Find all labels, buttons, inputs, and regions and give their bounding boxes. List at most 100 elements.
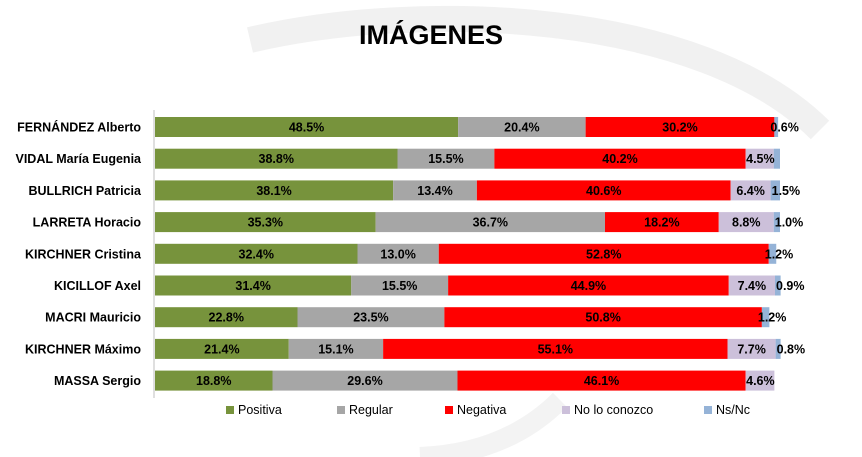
data-label: 32.4% (239, 247, 274, 261)
data-label: 55.1% (538, 342, 573, 356)
data-label: 18.2% (644, 216, 679, 230)
legend-entry: No lo conozco (574, 403, 653, 417)
chart-title: IMÁGENES (358, 20, 504, 50)
data-label: 1.0% (775, 216, 804, 230)
bar-segment-ns-nc (774, 117, 779, 137)
data-label: 20.4% (504, 121, 539, 135)
bar-segment-negativa (494, 148, 746, 169)
category-label: VIDAL María Eugenia (16, 152, 143, 166)
data-label: 1.2% (758, 311, 787, 325)
legend-entry: Ns/Nc (716, 403, 750, 417)
bar-segment-ns-nc (775, 338, 781, 359)
data-label: 48.5% (289, 121, 324, 135)
category-label: MACRI Mauricio (45, 311, 141, 325)
legend-swatch (337, 406, 345, 414)
category-label: BULLRICH Patricia (28, 184, 142, 198)
bar-segment-negativa (448, 275, 729, 296)
bar-segment-negativa (585, 117, 775, 137)
category-label: KIRCHNER Máximo (25, 342, 141, 356)
data-label: 18.8% (196, 374, 231, 388)
bar-segment-regular (375, 212, 605, 233)
data-label: 40.2% (602, 152, 637, 166)
data-label: 36.7% (473, 216, 508, 230)
data-label: 52.8% (586, 247, 621, 261)
bar-segment-regular (393, 180, 477, 201)
legend-swatch (226, 406, 234, 414)
legend-swatch (704, 406, 712, 414)
bars-group (155, 117, 781, 391)
legend-entry: Positiva (238, 403, 282, 417)
data-label: 31.4% (235, 279, 270, 293)
bar-segment-regular (272, 370, 458, 391)
data-label: 7.4% (738, 279, 767, 293)
bar-segment-positiva (155, 212, 376, 233)
data-label: 35.3% (248, 216, 283, 230)
data-label: 1.2% (765, 247, 794, 261)
bar-segment-no-lo-conozco (745, 148, 774, 169)
bar-segment-negativa (605, 212, 719, 233)
bar-segment-ns-nc (773, 148, 780, 169)
bar-segment-ns-nc (775, 275, 781, 296)
data-label: 21.4% (204, 342, 239, 356)
data-label: 6.4% (736, 184, 765, 198)
bar-segment-positiva (155, 370, 273, 391)
data-label: 44.9% (571, 279, 606, 293)
data-label: 4.6% (746, 374, 775, 388)
bar-segment-no-lo-conozco (718, 212, 774, 233)
data-label: 1.5% (772, 184, 801, 198)
data-label: 40.6% (586, 184, 621, 198)
data-label: 38.8% (259, 152, 294, 166)
bar-segment-no-lo-conozco (745, 370, 775, 391)
bar-segment-ns-nc (761, 307, 770, 328)
category-label: KICILLOF Axel (54, 279, 141, 293)
data-label: 0.9% (776, 279, 805, 293)
category-label: KIRCHNER Cristina (25, 247, 142, 261)
bar-segment-negativa (476, 180, 731, 201)
bar-segment-positiva (155, 180, 394, 201)
data-label: 22.8% (209, 311, 244, 325)
legend-swatch (562, 406, 570, 414)
data-label: 15.1% (318, 342, 353, 356)
bar-segment-negativa (444, 307, 762, 328)
bar-segment-positiva (155, 148, 398, 169)
data-label: 0.6% (770, 121, 799, 135)
bar-segment-regular (297, 307, 445, 328)
data-label: 30.2% (662, 121, 697, 135)
bar-segment-regular (397, 148, 495, 169)
data-label: 8.8% (732, 216, 761, 230)
data-label: 50.8% (585, 311, 620, 325)
data-label: 0.8% (777, 342, 806, 356)
bar-segment-negativa (438, 243, 769, 264)
bar-segment-positiva (155, 338, 289, 359)
bar-segment-no-lo-conozco (727, 338, 776, 359)
bar-segment-no-lo-conozco (728, 275, 775, 296)
data-label: 13.0% (380, 247, 415, 261)
bar-segment-negativa (383, 338, 728, 359)
data-label: 38.1% (256, 184, 291, 198)
bar-segment-no-lo-conozco (730, 180, 771, 201)
bar-segment-positiva (155, 275, 352, 296)
bar-segment-ns-nc (773, 212, 780, 233)
data-label: 7.7% (737, 342, 766, 356)
bar-segment-ns-nc (770, 180, 780, 201)
data-label: 13.4% (417, 184, 452, 198)
bar-segment-negativa (457, 370, 746, 391)
legend-entry: Negativa (457, 403, 506, 417)
data-label: 29.6% (347, 374, 382, 388)
legend: Positiva Regular Negativa No lo conozco Ns/N… (226, 403, 750, 417)
legend-swatch (445, 406, 453, 414)
bar-segment-positiva (155, 243, 358, 264)
category-label: FERNÁNDEZ Alberto (17, 120, 141, 135)
category-label: MASSA Sergio (54, 374, 141, 388)
category-labels: FERNÁNDEZ Alberto VIDAL María Eugenia BULL… (16, 120, 143, 389)
bar-segment-positiva (155, 117, 459, 137)
data-label: 4.5% (746, 152, 775, 166)
data-label: 15.5% (382, 279, 417, 293)
data-label: 23.5% (353, 311, 388, 325)
bar-segment-regular (458, 117, 586, 137)
bar-segment-regular (351, 275, 449, 296)
bar-segment-regular (288, 338, 384, 359)
bar-segment-ns-nc (768, 243, 777, 264)
